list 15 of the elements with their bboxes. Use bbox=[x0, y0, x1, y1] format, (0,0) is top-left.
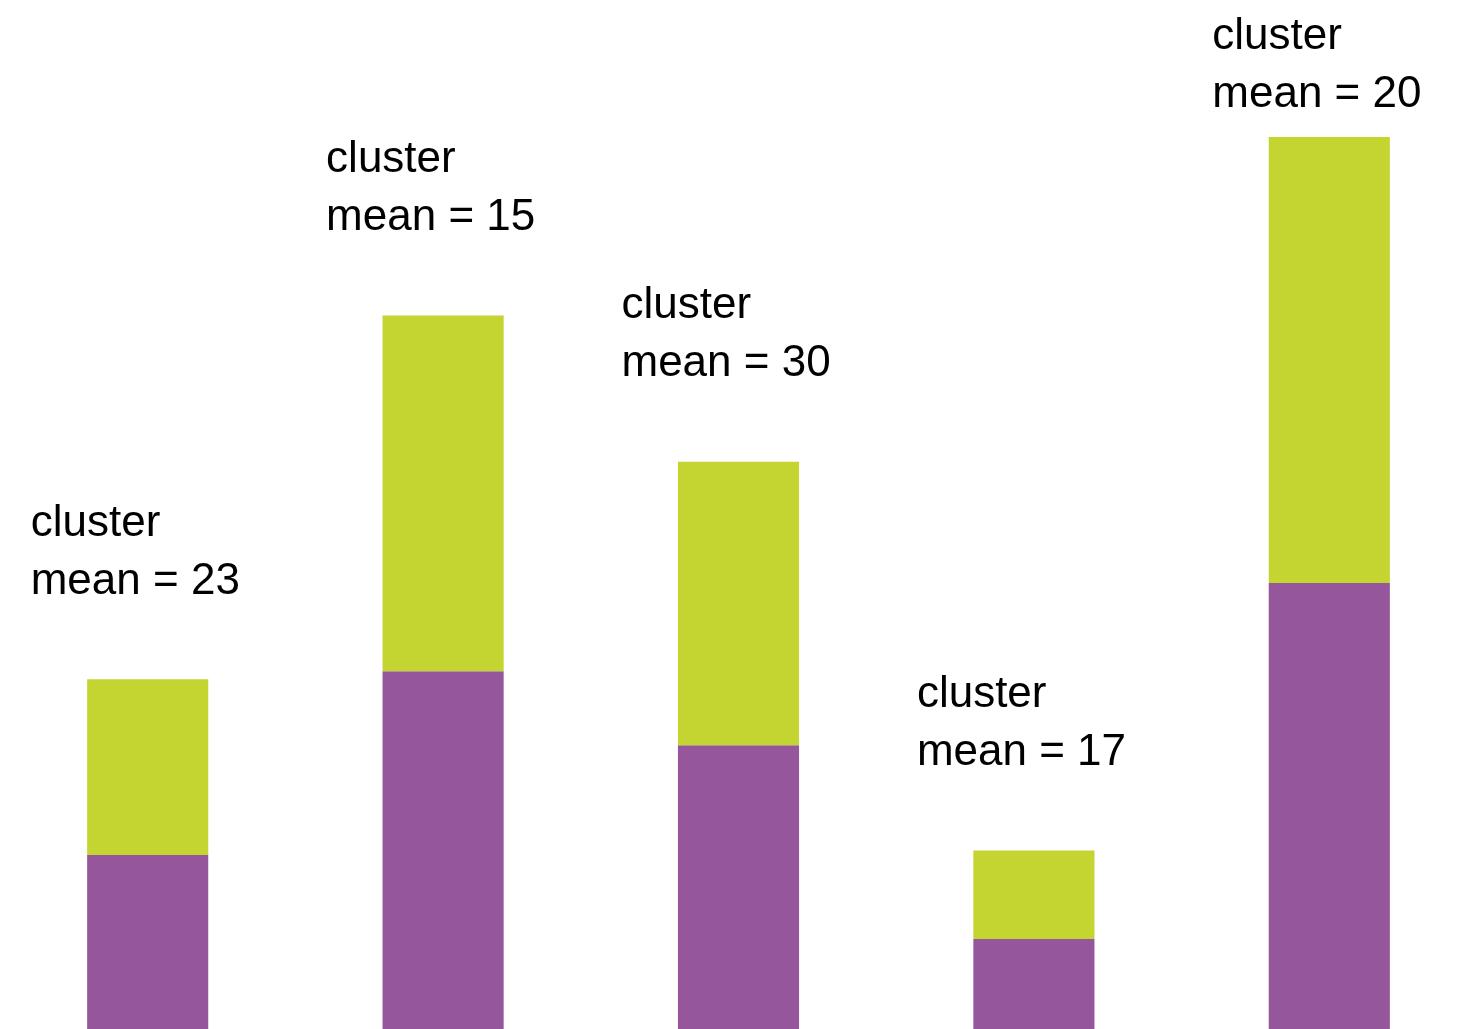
bar bbox=[973, 938, 1095, 1029]
text: cluster mean = 20 bbox=[1212, 8, 1422, 116]
bar bbox=[973, 850, 1095, 939]
annotation: cluster mean = 15 bbox=[326, 131, 536, 239]
bar bbox=[677, 461, 800, 746]
bar bbox=[87, 855, 209, 1029]
annotation: cluster mean = 17 bbox=[916, 667, 1127, 775]
annotation: cluster mean = 23 bbox=[30, 495, 240, 603]
bar bbox=[87, 679, 209, 856]
bar bbox=[382, 315, 504, 672]
bar bbox=[1268, 137, 1390, 583]
bar bbox=[1268, 583, 1390, 1029]
annotation: cluster mean = 30 bbox=[621, 278, 831, 386]
bar bbox=[382, 671, 504, 1029]
bar bbox=[677, 745, 800, 1029]
